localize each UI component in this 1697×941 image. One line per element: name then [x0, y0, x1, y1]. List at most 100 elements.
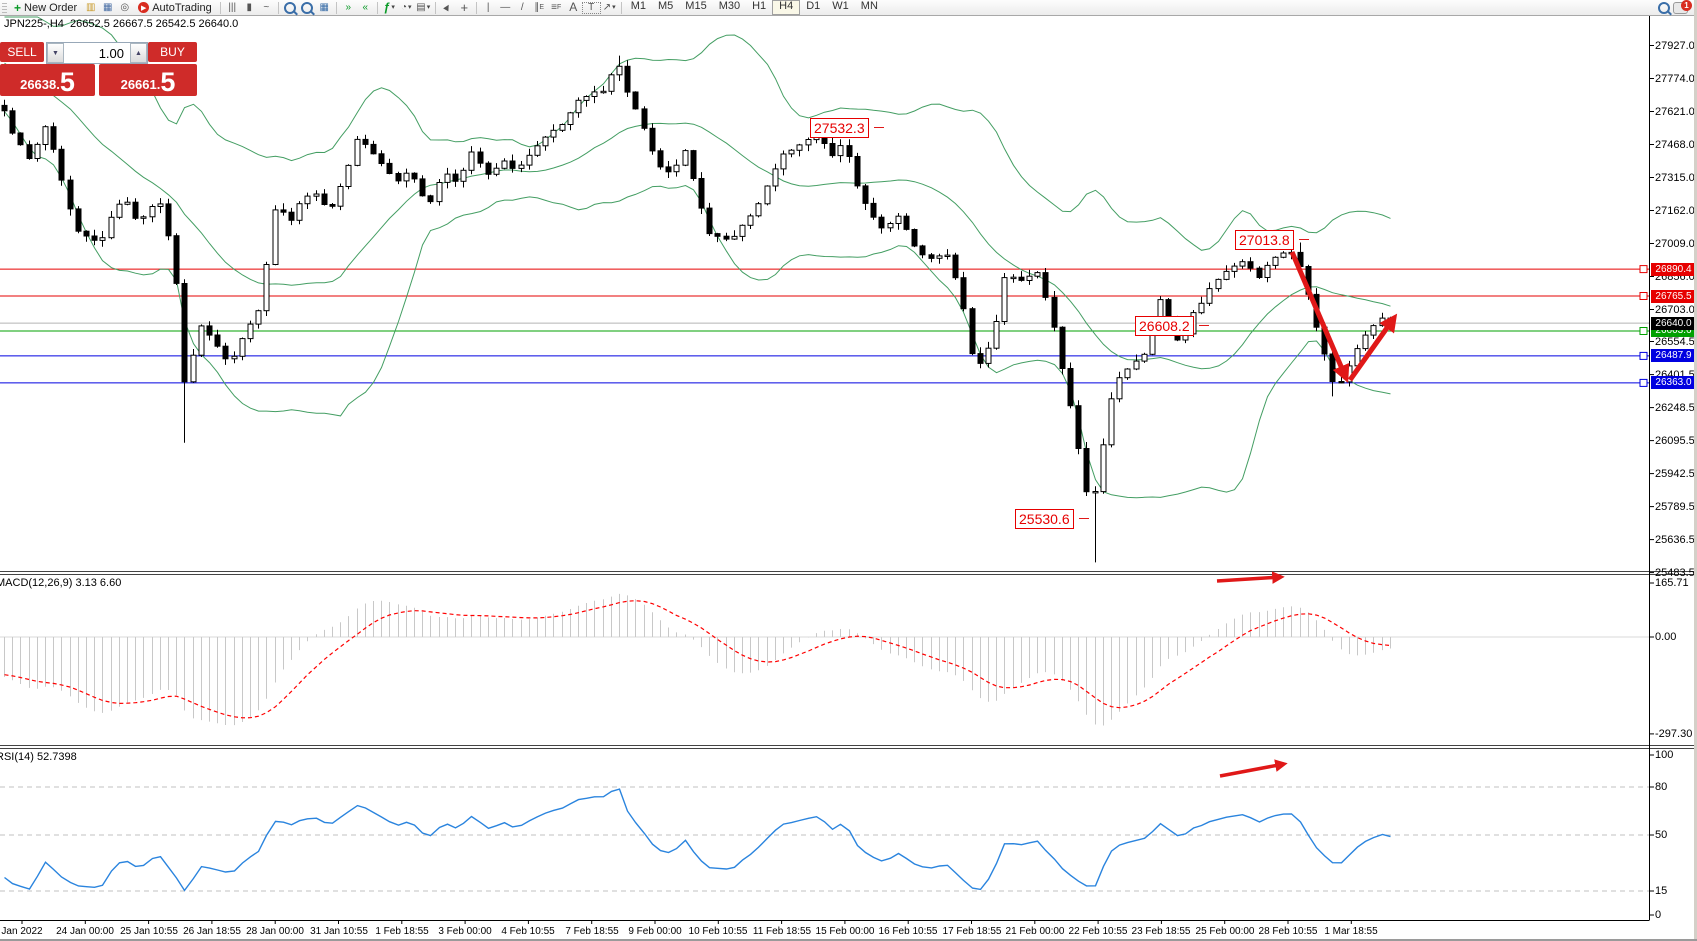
hline-price-label[interactable]: 26890.4: [1651, 263, 1696, 276]
price-axis-tick: 26248.5: [1655, 402, 1695, 414]
time-axis-label: 3 Feb 00:00: [438, 926, 492, 937]
bar-chart-mode-icon[interactable]: |||: [228, 2, 237, 13]
swing-price-label[interactable]: 27013.8: [1235, 230, 1294, 250]
timeframe-M5[interactable]: M5: [658, 0, 674, 12]
timeframe-D1[interactable]: D1: [806, 0, 821, 12]
macd-indicator-label: MACD(12,26,9) 3.13 6.60: [0, 577, 122, 589]
chart-shift-icon[interactable]: «: [362, 2, 369, 13]
horizontal-line-tool-icon[interactable]: —: [500, 2, 511, 13]
text-tool-icon[interactable]: A: [569, 0, 578, 14]
hline-price-label[interactable]: 26765.5: [1651, 290, 1696, 303]
new-order-button[interactable]: + New Order: [9, 0, 82, 15]
crosshair-icon[interactable]: +: [460, 0, 469, 15]
tile-windows-icon[interactable]: ▦: [319, 2, 329, 13]
macd-axis-tick: -297.30: [1655, 728, 1693, 740]
volume-increase-button[interactable]: ▲: [130, 43, 147, 63]
volume-decrease-button[interactable]: ▼: [47, 43, 64, 63]
volume-input[interactable]: ▼ 1.00 ▲: [46, 42, 148, 64]
periods-icon[interactable]: ◔ ▾: [400, 2, 412, 13]
notification-badge: 1: [1681, 0, 1692, 11]
autotrading-button[interactable]: ▶ AutoTrading: [133, 1, 217, 14]
price-axis-tick: 26554.5: [1655, 336, 1695, 348]
buy-button[interactable]: BUY: [148, 42, 197, 62]
time-axis-label: 22 Feb 10:55: [1068, 926, 1128, 937]
time-axis-label: 16 Feb 10:55: [878, 926, 938, 937]
hline-price-label[interactable]: 26487.9: [1651, 349, 1696, 362]
vertical-line-tool-icon[interactable]: |: [486, 2, 490, 13]
top-toolbar: + New Order ▥ ▦ ◎ ▶ AutoTrading ||| ▮ ~ …: [0, 0, 1697, 16]
time-axis-label: 9 Feb 00:00: [628, 926, 682, 937]
notifications-icon[interactable]: 1: [1672, 0, 1692, 14]
buy-price-main: 26661: [120, 77, 157, 92]
sell-price-frac: 5: [59, 67, 75, 97]
time-axis-label: 25 Feb 00:00: [1195, 926, 1255, 937]
time-axis-label: 28 Jan 00:00: [246, 926, 304, 937]
time-axis-label: 21 Feb 00:00: [1005, 926, 1065, 937]
chart-symbol-header: JPN225-,H4 26652.5 26667.5 26542.5 26640…: [4, 18, 238, 30]
text-label-tool-icon[interactable]: T: [581, 1, 601, 14]
sell-price-display[interactable]: 26638 . 5: [0, 64, 95, 96]
timeframe-W1[interactable]: W1: [832, 0, 849, 12]
candlestick-mode-icon[interactable]: ▮: [246, 2, 252, 13]
timeframe-M30[interactable]: M30: [718, 0, 741, 12]
price-axis-tick: 27774.0: [1655, 73, 1695, 85]
autotrading-label: AutoTrading: [152, 1, 212, 14]
line-chart-mode-icon[interactable]: ~: [263, 2, 270, 13]
ohlc-values: 26652.5 26667.5 26542.5 26640.0: [70, 18, 239, 30]
buy-price-display[interactable]: 26661 . 5: [99, 64, 197, 96]
zoom-out-icon[interactable]: [299, 1, 316, 14]
one-click-trading-panel: SELL ▼ 1.00 ▲ BUY 26638 . 5 26661 . 5: [0, 42, 197, 96]
volume-value[interactable]: 1.00: [98, 45, 124, 61]
templates-icon[interactable]: ▤ ▾: [416, 2, 431, 13]
indicators-icon[interactable]: ƒ ▾: [383, 0, 395, 14]
trendline-tool-icon[interactable]: /: [520, 2, 524, 13]
hline-price-label[interactable]: 26363.0: [1651, 376, 1696, 389]
macd-axis-tick: 165.71: [1655, 577, 1689, 589]
swing-price-label[interactable]: 26608.2: [1135, 316, 1194, 336]
time-axis-label: 10 Feb 10:55: [688, 926, 748, 937]
timeframe-M15[interactable]: M15: [685, 0, 707, 12]
toolbar-grip[interactable]: [2, 2, 7, 13]
timeframe-H4[interactable]: H4: [772, 0, 801, 15]
price-axis-tick: 26703.0: [1655, 304, 1695, 316]
rsi-arrow: [1219, 759, 1288, 778]
price-axis-tick: 25483.5: [1655, 567, 1695, 579]
sell-price-main: 26638: [20, 77, 57, 92]
price-axis-tick: 26095.5: [1655, 435, 1695, 447]
charts-window-icon[interactable]: ▥: [85, 2, 96, 13]
autotrading-icon: ▶: [138, 2, 150, 13]
timeframe-M1[interactable]: M1: [630, 0, 647, 12]
macd-axis-tick: 0.00: [1655, 631, 1677, 643]
price-axis-tick: 25942.5: [1655, 468, 1695, 480]
time-axis-label: 26 Jan 18:55: [183, 926, 241, 937]
search-icon[interactable]: [1655, 1, 1672, 14]
swing-price-label[interactable]: 27532.3: [810, 118, 869, 138]
time-axis-label: 15 Feb 00:00: [815, 926, 875, 937]
timeframe-H1[interactable]: H1: [752, 0, 767, 12]
swing-price-label[interactable]: 25530.6: [1015, 509, 1074, 529]
sell-button[interactable]: SELL: [0, 42, 44, 62]
rsi-axis-tick: 0: [1655, 909, 1662, 921]
macd-arrow: [1216, 571, 1285, 584]
price-axis-tick: 25789.5: [1655, 501, 1695, 513]
auto-scroll-icon[interactable]: »: [345, 2, 352, 13]
time-axis-label: 17 Feb 18:55: [942, 926, 1002, 937]
rsi-axis-tick: 100: [1655, 749, 1674, 761]
time-axis-label: 28 Feb 10:55: [1258, 926, 1318, 937]
price-axis-tick: 27927.0: [1655, 40, 1695, 52]
time-axis-label: 24 Jan 00:00: [56, 926, 114, 937]
window-right-edge: [1694, 0, 1697, 941]
zoom-in-icon[interactable]: [282, 1, 299, 14]
signal-icon[interactable]: ◎: [120, 2, 130, 13]
buy-price-frac: 5: [160, 67, 176, 97]
timeframe-MN[interactable]: MN: [860, 0, 878, 12]
fibonacci-tool-icon[interactable]: ≡ F: [551, 2, 562, 13]
current-price-label: 26640.0: [1651, 317, 1696, 330]
channel-tool-icon[interactable]: ∥ E: [534, 2, 545, 13]
time-axis-label: 1 Mar 18:55: [1324, 926, 1378, 937]
new-order-plus-icon: +: [14, 0, 22, 15]
market-watch-icon[interactable]: ▦: [102, 2, 113, 13]
arrows-tool-icon[interactable]: ↗ ▾: [602, 2, 616, 13]
